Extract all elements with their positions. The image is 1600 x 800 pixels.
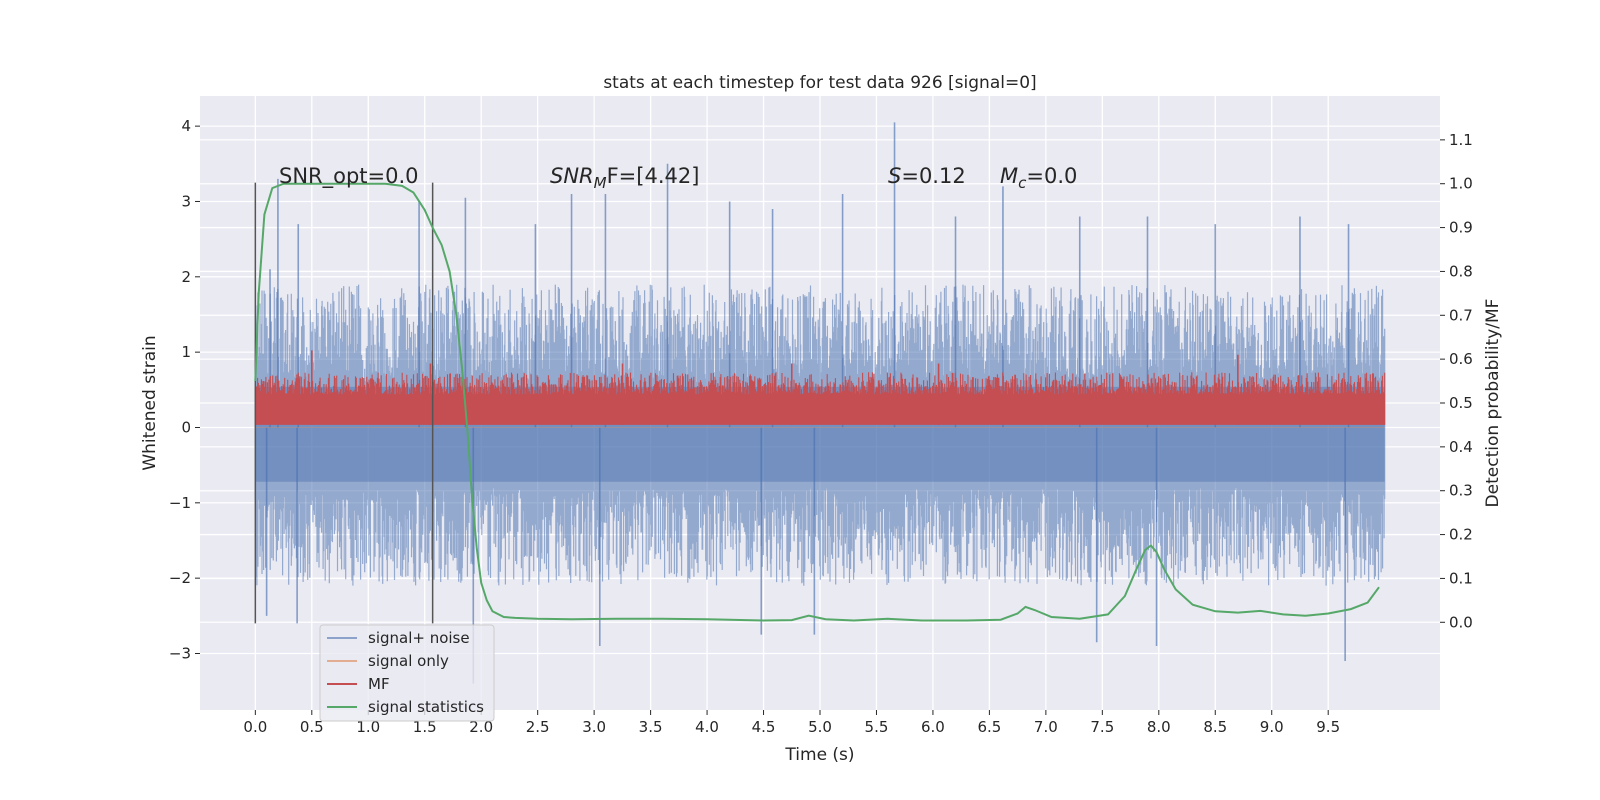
- y-right-tick-label: 0.3: [1449, 482, 1473, 500]
- x-tick-label: 6.5: [977, 718, 1001, 736]
- x-tick-label: 1.5: [413, 718, 437, 736]
- annotation-mc-value: =0.0: [1026, 164, 1077, 188]
- annotation-mc: Mc=0.0: [1000, 164, 1077, 192]
- x-tick-label: 3.0: [582, 718, 606, 736]
- annotation-snr-mf-tail: F=[4.42]: [607, 164, 700, 188]
- x-tick-label: 5.5: [865, 718, 889, 736]
- y-right-tick-label: 0.5: [1449, 394, 1473, 412]
- annotation-snr-opt: SNR_opt=0.0: [279, 164, 419, 189]
- y-tick-label: 2: [181, 268, 191, 286]
- x-tick-label: 4.0: [695, 718, 719, 736]
- legend-label-signal-statistics: signal statistics: [368, 698, 484, 716]
- x-tick-label: 7.5: [1090, 718, 1114, 736]
- y-tick-label: 1: [181, 343, 191, 361]
- y-right-tick-label: 0.1: [1449, 569, 1473, 587]
- y-right-tick-label: 0.4: [1449, 438, 1473, 456]
- annotation-snr-mf: SNRMF=[4.42]: [550, 164, 699, 192]
- annotation-snr-mf-name: SNR: [550, 164, 594, 188]
- x-tick-label: 4.5: [752, 718, 776, 736]
- y-right-tick-label: 1.1: [1449, 131, 1473, 149]
- x-axis-label: Time (s): [784, 745, 854, 765]
- annotation-s-name: S: [888, 164, 901, 188]
- annotation-snr-mf-sub: M: [594, 174, 607, 192]
- x-tick-label: 5.0: [808, 718, 832, 736]
- x-tick-label: 0.5: [300, 718, 324, 736]
- y-right-tick-label: 0.2: [1449, 526, 1473, 544]
- legend-label-signal-noise: signal+ noise: [368, 629, 470, 647]
- y-right-tick-label: 0.9: [1449, 219, 1473, 237]
- annotation-s-value: =0.12: [901, 164, 965, 188]
- y-tick-label: −3: [169, 644, 191, 662]
- x-tick-label: 3.5: [639, 718, 663, 736]
- y-right-tick-label: 0.7: [1449, 306, 1473, 324]
- chart-marks: [254, 122, 1386, 684]
- chart-title: stats at each timestep for test data 926…: [603, 73, 1036, 93]
- y-tick-label: −2: [169, 569, 191, 587]
- x-tick-label: 0.0: [243, 718, 267, 736]
- x-tick-label: 9.0: [1260, 718, 1284, 736]
- x-tick-label: 9.5: [1316, 718, 1340, 736]
- x-tick-label: 1.0: [356, 718, 380, 736]
- y-tick-label: 0: [181, 418, 191, 436]
- y-tick-label: −1: [169, 494, 191, 512]
- axes: 0.0 0.5 1.0 1.5 2.0 2.5 3.0 3.5 4.0 4.5 5.0 5.5 6.0 6…: [169, 117, 1473, 736]
- y-tick-label: 4: [181, 117, 191, 135]
- y-right-tick-label: 1.0: [1449, 175, 1473, 193]
- y-right-axis-label: Detection probability/MF: [1483, 299, 1503, 508]
- y-right-tick-label: 0.8: [1449, 262, 1473, 280]
- legend: signal+ noise signal only MF signal stat…: [319, 624, 495, 722]
- x-tick-label: 2.5: [526, 718, 550, 736]
- annotation-mc-sub: c: [1018, 174, 1027, 192]
- x-tick-label: 6.0: [921, 718, 945, 736]
- x-tick-label: 2.0: [469, 718, 493, 736]
- legend-label-mf: MF: [368, 675, 390, 693]
- annotation-mc-name: M: [1000, 164, 1018, 188]
- x-tick-label: 7.0: [1034, 718, 1058, 736]
- annotation-s: S=0.12: [888, 164, 966, 188]
- y-right-tick-label: 0.6: [1449, 350, 1473, 368]
- series-signal-statistics: [254, 182, 1380, 622]
- y-tick-label: 3: [181, 192, 191, 210]
- y-axis-label: Whitened strain: [140, 335, 160, 470]
- y-right-tick-label: 0.0: [1449, 613, 1473, 631]
- x-tick-label: 8.5: [1203, 718, 1227, 736]
- x-tick-label: 8.0: [1147, 718, 1171, 736]
- legend-label-signal-only: signal only: [368, 652, 449, 670]
- legend-box: [319, 624, 495, 722]
